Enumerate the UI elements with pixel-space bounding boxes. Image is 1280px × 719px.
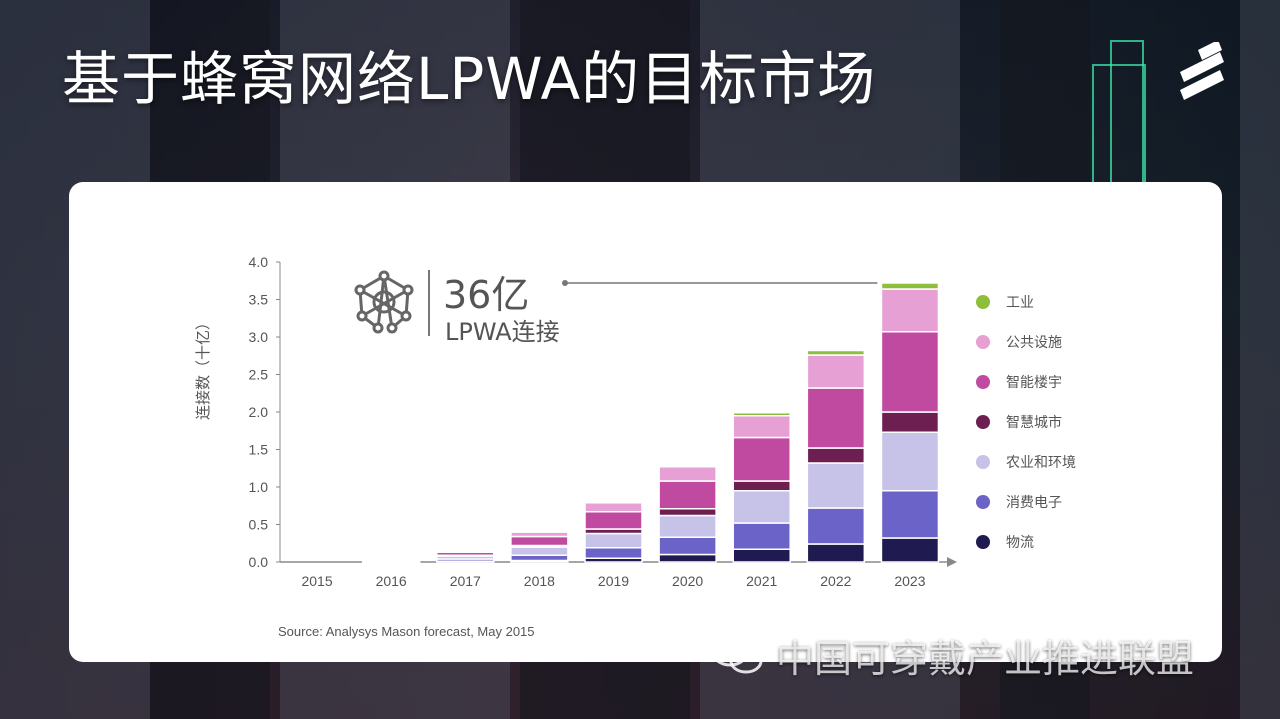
x-tick-label: 2022 (820, 573, 851, 589)
bar-segment (361, 558, 421, 561)
x-tick-label: 2017 (450, 573, 481, 589)
watermark: 中国可穿戴产业推进联盟 (710, 628, 1194, 683)
bar-segment (510, 530, 569, 533)
x-tick-label: 2018 (524, 573, 555, 589)
legend-label: 农业和环境 (1006, 455, 1076, 471)
bar-segment (658, 514, 717, 538)
legend-item: 公共设施 (976, 322, 1076, 362)
legend-swatch (976, 295, 990, 309)
bar-segment (806, 447, 866, 464)
annotation-divider (428, 270, 430, 336)
legend-label: 物流 (1006, 535, 1034, 551)
bar-segment (510, 546, 569, 556)
y-tick-label: 2.5 (249, 367, 269, 383)
y-tick-label: 0.5 (249, 517, 269, 533)
x-tick-label: 2023 (894, 573, 925, 589)
annotation-value: 36亿 (443, 273, 530, 317)
y-tick-label: 3.5 (249, 292, 269, 308)
bar-segment (732, 548, 791, 563)
legend-label: 消费电子 (1006, 495, 1062, 511)
legend-label: 工业 (1006, 295, 1034, 311)
legend-swatch (976, 455, 990, 469)
y-tick-label: 0.0 (249, 554, 269, 570)
bar-segment (880, 288, 940, 333)
legend-label: 智能楼宇 (1006, 375, 1062, 391)
bar-segment (806, 387, 866, 449)
x-tick-label: 2019 (598, 573, 629, 589)
bar-segment (806, 354, 866, 389)
wechat-icon (711, 637, 763, 673)
annotation-label: LPWA连接 (445, 318, 560, 346)
bar-segment (584, 502, 643, 513)
bar-segment (584, 501, 643, 504)
bar-segment (510, 535, 569, 547)
bar-segment (658, 553, 717, 563)
bar-segment (806, 462, 866, 509)
x-tick-label: 2021 (746, 573, 777, 589)
bar-segment (732, 436, 791, 482)
neon-sign (1110, 40, 1144, 182)
y-tick-label: 3.0 (249, 329, 269, 345)
bar-segment (658, 464, 717, 468)
bar-segment (806, 507, 866, 545)
x-tick-label: 2015 (301, 573, 332, 589)
bar-segment (658, 508, 717, 517)
bar-segment (880, 431, 940, 492)
bar-segment (732, 415, 791, 439)
legend-item: 物流 (976, 522, 1076, 562)
legend-swatch (976, 335, 990, 349)
y-tick-label: 4.0 (249, 254, 269, 270)
bar-segment (880, 331, 940, 413)
bar-segment (436, 550, 495, 553)
legend-item: 农业和环境 (976, 442, 1076, 482)
watermark-text: 中国可穿戴产业推进联盟 (776, 637, 1195, 681)
legend-swatch (976, 495, 990, 509)
page-title: 基于蜂窝网络LPWA的目标市场 (62, 45, 877, 113)
bar-segment (658, 480, 717, 510)
bar-segment (658, 536, 717, 556)
bar-segment (584, 532, 643, 549)
legend-label: 智慧城市 (1006, 415, 1062, 431)
bar-segment (732, 490, 791, 524)
legend-swatch (976, 415, 990, 429)
legend-swatch (976, 535, 990, 549)
bar-segment (880, 490, 940, 539)
bar-segment (880, 282, 940, 290)
legend-item: 智能楼宇 (976, 362, 1076, 402)
bar-segment (732, 412, 791, 417)
chart-legend: 工业公共设施智能楼宇智慧城市农业和环境消费电子物流 (976, 282, 1076, 562)
legend-item: 消费电子 (976, 482, 1076, 522)
neon-sign (1092, 64, 1146, 186)
bar-segment (880, 411, 940, 433)
ericsson-logo-icon (1180, 42, 1224, 100)
y-tick-label: 2.0 (249, 404, 269, 420)
legend-swatch (976, 375, 990, 389)
bar-segment (880, 537, 940, 563)
legend-label: 公共设施 (1006, 335, 1062, 351)
x-tick-label: 2016 (376, 573, 407, 589)
building-backdrop (1240, 0, 1280, 719)
bar-segment (806, 543, 866, 563)
annotation-leader-dot (562, 280, 568, 286)
bar-segment (732, 522, 791, 550)
network-icon (354, 270, 414, 334)
legend-item: 工业 (976, 282, 1076, 322)
y-tick-label: 1.0 (249, 479, 269, 495)
y-axis-label: 连接数（十亿） (194, 314, 212, 420)
bar-segment (584, 511, 643, 530)
chart-card (69, 182, 1222, 662)
x-tick-label: 2020 (672, 573, 703, 589)
legend-item: 智慧城市 (976, 402, 1076, 442)
y-tick-label: 1.5 (249, 442, 269, 458)
bar-segment (658, 466, 717, 482)
bar-segment (584, 547, 643, 559)
x-axis-arrow (947, 557, 957, 567)
bar-segment (732, 480, 791, 492)
bar-segment (806, 349, 866, 356)
source-note: Source: Analysys Mason forecast, May 201… (278, 624, 535, 639)
bar-segment (510, 554, 569, 562)
